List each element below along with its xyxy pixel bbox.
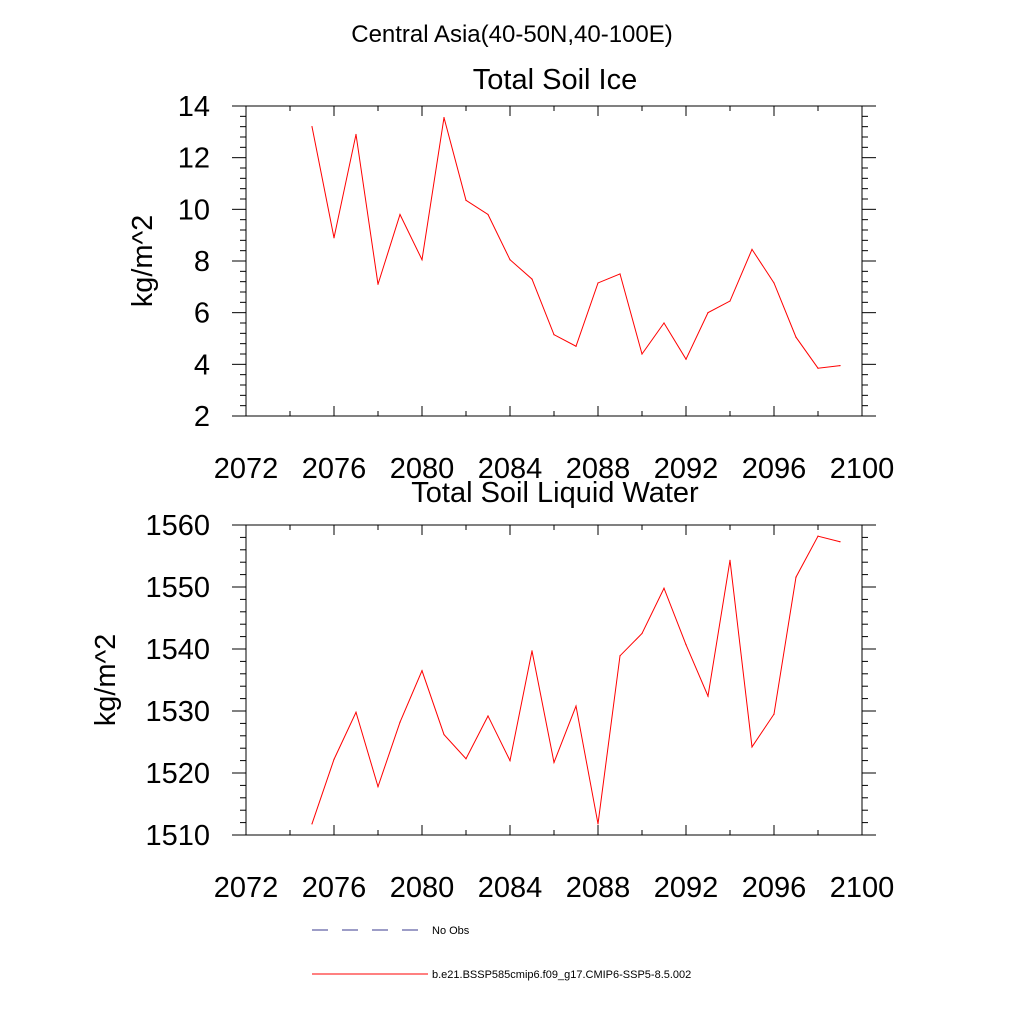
x-tick-label: 2084 (478, 453, 543, 485)
data-point (817, 367, 819, 369)
data-point (575, 705, 577, 707)
data-point (773, 713, 775, 715)
data-point (839, 365, 841, 367)
y-tick-label: 1540 (145, 634, 210, 666)
data-point (751, 746, 753, 748)
data-point (509, 259, 511, 261)
data-point (487, 715, 489, 717)
data-point (795, 576, 797, 578)
data-point (443, 117, 445, 119)
data-point (619, 655, 621, 657)
x-tick-label: 2096 (742, 872, 807, 904)
series-line (311, 535, 841, 825)
y-tick-label: 2 (194, 401, 210, 433)
data-point (707, 312, 709, 314)
data-point (597, 823, 599, 825)
data-point (773, 282, 775, 284)
x-tick-label: 2088 (566, 453, 631, 485)
data-point (839, 541, 841, 543)
y-tick-label: 1550 (145, 572, 210, 604)
series-line (311, 117, 841, 369)
x-tick-label: 2092 (654, 453, 719, 485)
data-point (597, 282, 599, 284)
y-tick-label: 1530 (145, 696, 210, 728)
x-tick-label: 2076 (302, 453, 367, 485)
x-tick-label: 2072 (214, 872, 279, 904)
data-point (465, 199, 467, 201)
data-point (333, 237, 335, 239)
x-tick-label: 2084 (478, 872, 543, 904)
panel-soil-ice: Total Soil Ice kg/m^2 2072 2076 2080 2084 20… (127, 64, 894, 485)
data-point (729, 559, 731, 561)
data-point (487, 213, 489, 216)
data-point (817, 535, 819, 537)
y-tick-label: 10 (178, 194, 210, 226)
data-point (311, 823, 313, 825)
y-tick-label: 1520 (145, 758, 210, 790)
data-point (729, 300, 731, 302)
data-point (707, 695, 709, 697)
y-tick-label: 8 (194, 246, 210, 278)
panel-soil-liquid-water: Total Soil Liquid Water kg/m^2 2072 2076 2… (90, 477, 894, 904)
plot-frame (245, 105, 863, 417)
y-axis-label: kg/m^2 (127, 215, 159, 308)
legend-no-obs-label: No Obs (432, 925, 470, 937)
data-point (619, 273, 621, 275)
x-tick-label: 2080 (390, 453, 455, 485)
legend: No Obs b.e21.BSSP585cmip6.f09_g17.CMIP6-… (312, 925, 691, 981)
data-point (377, 786, 379, 788)
y-tick-label: 1560 (145, 510, 210, 542)
data-point (685, 358, 687, 360)
y-axis-label: kg/m^2 (90, 634, 122, 727)
y-tick-label: 6 (194, 298, 210, 330)
data-point (575, 345, 577, 347)
x-tick-label: 2088 (566, 872, 631, 904)
data-point (399, 213, 401, 216)
y-tick-label: 14 (178, 91, 210, 123)
y-tick-label: 12 (178, 143, 210, 175)
x-tick-label: 2072 (214, 453, 279, 485)
y-tick-label: 4 (194, 349, 210, 381)
data-point (795, 336, 797, 338)
data-point (443, 733, 445, 736)
data-point (355, 133, 357, 136)
plot-frame (245, 524, 863, 836)
data-point (333, 758, 335, 760)
data-point (663, 322, 665, 324)
legend-model-label: b.e21.BSSP585cmip6.f09_g17.CMIP6-SSP5-8.… (432, 969, 691, 981)
panel-title: Total Soil Liquid Water (411, 477, 699, 509)
data-point (311, 126, 313, 128)
data-point (421, 670, 423, 672)
x-tick-label: 2100 (830, 872, 895, 904)
data-point (553, 334, 555, 336)
data-point (685, 644, 687, 646)
figure-suptitle: Central Asia(40-50N,40-100E) (351, 21, 673, 48)
data-point (421, 259, 423, 261)
y-tick-label: 1510 (145, 820, 210, 852)
data-point (751, 248, 753, 250)
data-point (399, 721, 401, 723)
data-point (355, 711, 357, 713)
data-point (531, 278, 533, 280)
x-tick-label: 2100 (830, 453, 895, 485)
data-point (509, 760, 511, 762)
panel-title: Total Soil Ice (473, 64, 637, 96)
x-tick-label: 2096 (742, 453, 807, 485)
data-point (531, 650, 533, 652)
x-tick-label: 2092 (654, 872, 719, 904)
data-point (377, 283, 379, 285)
data-point (641, 632, 643, 635)
data-point (465, 758, 467, 760)
x-tick-label: 2080 (390, 872, 455, 904)
data-point (641, 353, 643, 355)
data-point (663, 587, 665, 589)
x-tick-label: 2076 (302, 872, 367, 904)
data-point (553, 761, 555, 764)
